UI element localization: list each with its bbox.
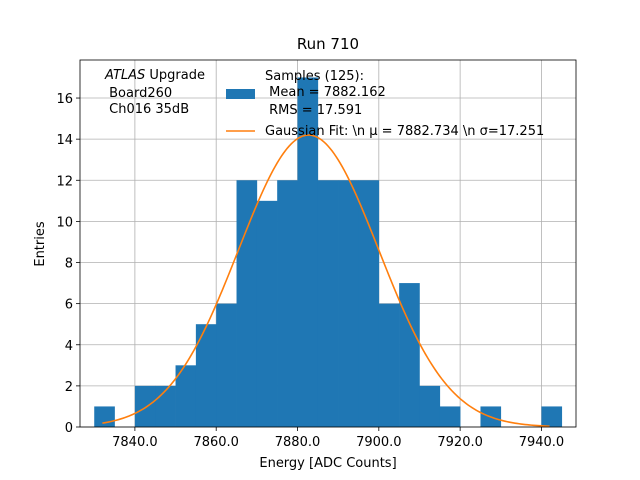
histogram-bar-17 [439,406,461,427]
y-tick-label-8: 16 [56,92,73,107]
histogram-bar-11 [317,180,339,427]
plot-frame [79,59,577,428]
y-tick-label-2: 4 [65,339,73,354]
annotation-line-2: Board260 [105,86,172,101]
y-tick-label-3: 6 [65,298,73,313]
x-axis-label: Energy [ADC Counts] [259,456,396,471]
x-tick-label-4: 7920.0 [437,435,483,450]
annotation-line-1: ATLAS Upgrade [104,68,205,83]
histogram-bar-4 [175,365,197,427]
y-tick-label-5: 10 [56,215,73,230]
y-tick-label-0: 0 [65,421,73,436]
histogram-bar-9 [277,180,298,427]
histogram-bars [94,77,563,427]
y-axis-label: Entries [33,221,48,267]
histogram-bar-14 [378,303,400,427]
legend-samples-swatch [226,89,255,99]
x-tick-label-5: 7940.0 [519,435,565,450]
gaussian-fit-line [102,134,550,427]
gaussian-fit [102,134,550,427]
legend-samples-line-1: Samples (125): [265,69,364,84]
histogram-bar-3 [155,385,176,427]
x-tick-label-2: 7880.0 [275,435,321,450]
histogram-bar-6 [216,303,237,427]
annotation-line-3: Ch016 35dB [105,102,189,117]
legend: Samples (125): Mean = 7882.162 RMS = 17.… [226,69,544,139]
histogram-bar-8 [256,200,278,427]
axis-ticks: 7840.0 7860.0 7880.0 7900.0 7920.0 7940.0 0 2 4 6… [56,92,564,450]
x-tick-label-1: 7860.0 [193,435,239,450]
x-tick-label-0: 7840.0 [112,435,158,450]
histogram-bar-7 [236,180,258,427]
annotation-upgrade: Upgrade [145,68,205,83]
histogram-bar-2 [134,385,156,427]
y-tick-label-1: 2 [65,380,73,395]
histogram-bar-22 [541,406,563,427]
y-tick-label-4: 8 [65,257,73,272]
histogram-bar-5 [195,324,217,427]
chart-title: Run 710 [297,35,359,53]
annotation-atlas: ATLAS [104,68,145,83]
legend-fit-label: Gaussian Fit: \n μ = 7882.734 \n σ=17.25… [265,124,544,139]
histogram-bar-16 [419,385,441,427]
legend-samples-line-2: Mean = 7882.162 [265,85,386,100]
annotation-box: ATLAS Upgrade Board260 Ch016 35dB [104,68,205,117]
y-tick-label-7: 14 [56,133,73,148]
x-tick-label-3: 7900.0 [356,435,402,450]
histogram-bar-12 [338,180,359,427]
histogram-bar-13 [358,180,380,427]
y-tick-label-6: 12 [56,174,73,189]
legend-samples-line-3: RMS = 17.591 [265,103,362,118]
histogram-bar-10 [297,77,319,427]
histogram-bar-0 [94,406,115,427]
histogram-bar-15 [399,283,420,427]
